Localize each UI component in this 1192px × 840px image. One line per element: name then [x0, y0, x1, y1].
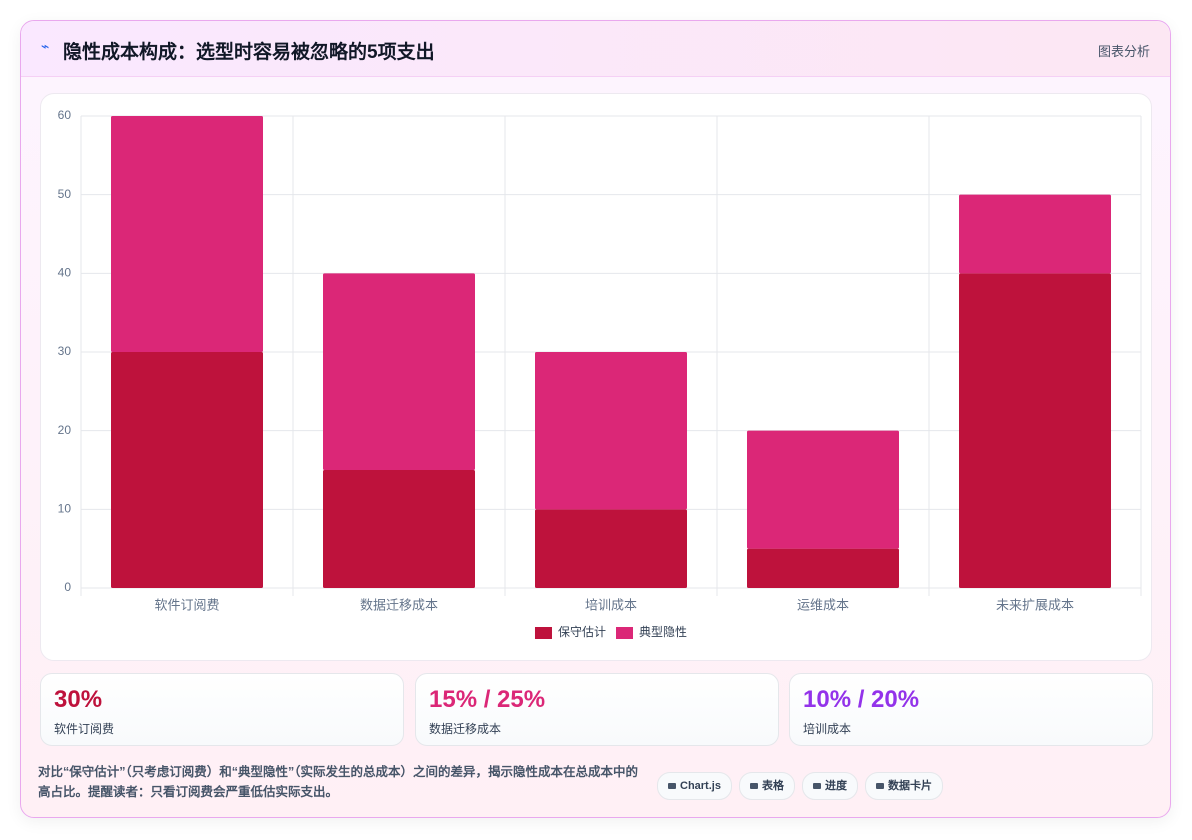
description: 对比“保守估计”（只考虑订阅费）和“典型隐性”（实际发生的总成本）之间的差异，揭… — [38, 765, 639, 799]
stat-card: 10% / 20% 培训成本 — [789, 673, 1153, 746]
chart: 0 10 20 30 40 50 60 软件订阅费 数据迁移成本 培训成本 运维成本 未来扩展成本保守… — [58, 108, 1142, 639]
stat-label: 培训成本 — [803, 722, 852, 736]
header-icon: ⌁ — [41, 38, 50, 54]
legend-label: 典型隐性 — [639, 625, 687, 639]
bar-segment — [747, 548, 899, 588]
stat-label: 软件订阅费 — [54, 722, 115, 736]
y-tick-label: 0 — [64, 580, 71, 594]
tag[interactable]: 表格 — [739, 772, 795, 800]
header-title: 隐性成本构成：选型时容易被忽略的5项支出 — [63, 42, 435, 63]
x-tick-label: 运维成本 — [797, 597, 849, 612]
bar-segment — [959, 273, 1111, 588]
y-tick-label: 50 — [58, 187, 72, 201]
stat-value: 10% / 20% — [803, 686, 920, 713]
tag[interactable]: Chart.js — [657, 772, 732, 800]
x-tick-label: 培训成本 — [585, 597, 637, 612]
bar-segment — [323, 273, 475, 470]
legend-label: 保守估计 — [558, 625, 606, 639]
y-tick-label: 10 — [58, 502, 72, 516]
bar-segment — [535, 352, 687, 510]
header-action[interactable]: 图表分析 — [1097, 44, 1150, 59]
stat-card: 30% 软件订阅费 — [40, 673, 404, 746]
chart-panel: 0 10 20 30 40 50 60 软件订阅费 数据迁移成本 培训成本 运维成本 未来扩展成本保守… — [40, 93, 1152, 661]
bar-segment — [323, 470, 475, 588]
y-tick-label: 40 — [58, 266, 72, 280]
legend-swatch — [616, 627, 633, 639]
stat-value: 15% / 25% — [429, 686, 546, 713]
y-tick-label: 30 — [58, 344, 72, 358]
tag[interactable]: 数据卡片 — [865, 772, 943, 800]
bar-segment — [111, 352, 263, 588]
legend-swatch — [534, 627, 552, 639]
y-tick-label: 60 — [58, 108, 72, 122]
bar-segment — [111, 116, 263, 352]
stat-value: 30% — [54, 686, 103, 713]
header: ⌁ 隐性成本构成：选型时容易被忽略的5项支出 图表分析 — [21, 21, 1170, 77]
x-tick-label: 数据迁移成本 — [360, 597, 438, 612]
tag[interactable]: 进度 — [802, 772, 858, 800]
x-tick-label: 软件订阅费 — [154, 597, 219, 612]
bar-segment — [535, 509, 687, 588]
stat-card: 15% / 25% 数据迁移成本 — [415, 673, 779, 746]
bar-segment — [747, 430, 899, 549]
y-tick-label: 20 — [58, 423, 72, 437]
stat-label: 数据迁移成本 — [429, 722, 502, 736]
bar-segment — [959, 194, 1111, 274]
x-tick-label: 未来扩展成本 — [996, 597, 1074, 612]
